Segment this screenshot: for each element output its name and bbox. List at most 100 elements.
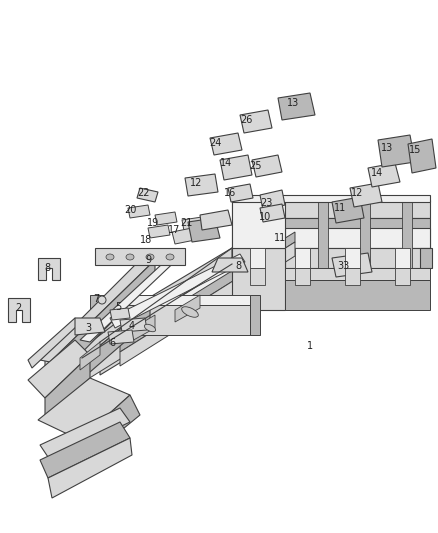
Polygon shape xyxy=(250,295,260,335)
Polygon shape xyxy=(285,280,430,310)
Polygon shape xyxy=(45,258,232,390)
Polygon shape xyxy=(332,253,372,277)
Polygon shape xyxy=(90,295,100,335)
Polygon shape xyxy=(402,200,412,268)
Polygon shape xyxy=(80,258,260,384)
Polygon shape xyxy=(318,200,328,268)
Text: 4: 4 xyxy=(129,321,135,331)
Ellipse shape xyxy=(166,254,174,260)
Polygon shape xyxy=(232,200,285,248)
Polygon shape xyxy=(48,438,132,498)
Text: 23: 23 xyxy=(260,198,272,208)
Text: 18: 18 xyxy=(140,235,152,245)
Polygon shape xyxy=(100,305,250,335)
Polygon shape xyxy=(232,248,285,310)
Text: 12: 12 xyxy=(351,188,363,198)
Polygon shape xyxy=(50,260,155,380)
Polygon shape xyxy=(120,242,295,366)
Polygon shape xyxy=(395,268,410,285)
Text: 13: 13 xyxy=(287,98,299,108)
Text: 11: 11 xyxy=(334,203,346,213)
Polygon shape xyxy=(110,308,130,320)
Polygon shape xyxy=(130,315,155,342)
Text: 9: 9 xyxy=(145,255,151,265)
Polygon shape xyxy=(80,342,100,370)
Polygon shape xyxy=(408,139,436,173)
Polygon shape xyxy=(8,298,30,322)
Polygon shape xyxy=(220,155,252,180)
Polygon shape xyxy=(295,268,310,285)
Polygon shape xyxy=(350,183,382,207)
Polygon shape xyxy=(185,174,218,196)
Polygon shape xyxy=(175,295,200,322)
Ellipse shape xyxy=(106,254,114,260)
Text: 26: 26 xyxy=(240,115,252,125)
Polygon shape xyxy=(232,218,430,248)
Polygon shape xyxy=(80,395,140,460)
Text: 15: 15 xyxy=(409,145,421,155)
Polygon shape xyxy=(345,268,360,285)
Polygon shape xyxy=(285,228,430,248)
Polygon shape xyxy=(182,217,204,231)
Polygon shape xyxy=(172,228,195,244)
Polygon shape xyxy=(38,378,130,440)
Polygon shape xyxy=(360,200,370,268)
Polygon shape xyxy=(252,155,282,177)
Polygon shape xyxy=(278,93,315,120)
Text: 25: 25 xyxy=(250,161,262,171)
Polygon shape xyxy=(232,195,430,202)
Ellipse shape xyxy=(145,324,155,332)
Circle shape xyxy=(98,296,106,304)
Polygon shape xyxy=(250,268,265,285)
Text: 7: 7 xyxy=(93,294,99,304)
Text: 13: 13 xyxy=(381,143,393,153)
Text: 8: 8 xyxy=(235,261,241,271)
Polygon shape xyxy=(378,135,415,167)
Polygon shape xyxy=(28,318,78,368)
Text: 6: 6 xyxy=(109,338,115,348)
Polygon shape xyxy=(95,248,185,265)
Polygon shape xyxy=(285,248,430,268)
Polygon shape xyxy=(137,188,158,202)
Polygon shape xyxy=(108,330,134,344)
Text: 33: 33 xyxy=(337,261,349,271)
Polygon shape xyxy=(228,184,253,202)
Polygon shape xyxy=(368,163,400,187)
Ellipse shape xyxy=(126,254,134,260)
Text: 24: 24 xyxy=(209,138,221,148)
Polygon shape xyxy=(332,197,364,223)
Polygon shape xyxy=(285,268,430,280)
Polygon shape xyxy=(128,205,150,218)
Text: 11: 11 xyxy=(274,233,286,243)
Polygon shape xyxy=(100,230,285,355)
Polygon shape xyxy=(110,254,245,328)
Polygon shape xyxy=(40,305,150,382)
Polygon shape xyxy=(260,204,285,222)
Polygon shape xyxy=(40,408,130,460)
Polygon shape xyxy=(28,340,90,398)
Polygon shape xyxy=(188,218,220,242)
Text: 12: 12 xyxy=(190,178,202,188)
Polygon shape xyxy=(80,252,185,342)
Text: 17: 17 xyxy=(168,225,180,235)
Polygon shape xyxy=(40,422,130,478)
Polygon shape xyxy=(240,110,272,133)
Polygon shape xyxy=(200,210,232,230)
Polygon shape xyxy=(345,248,360,268)
Polygon shape xyxy=(120,318,147,332)
Ellipse shape xyxy=(146,254,154,260)
Text: 5: 5 xyxy=(115,302,121,312)
Polygon shape xyxy=(232,200,430,218)
Polygon shape xyxy=(420,248,432,268)
Ellipse shape xyxy=(182,307,198,317)
Polygon shape xyxy=(120,232,295,352)
Text: 16: 16 xyxy=(224,188,236,198)
Polygon shape xyxy=(275,200,285,268)
Text: 8: 8 xyxy=(44,263,50,273)
Polygon shape xyxy=(38,258,60,280)
Polygon shape xyxy=(75,318,105,335)
Polygon shape xyxy=(45,355,90,420)
Text: 2: 2 xyxy=(15,303,21,313)
Text: 20: 20 xyxy=(124,205,136,215)
Polygon shape xyxy=(45,248,232,372)
